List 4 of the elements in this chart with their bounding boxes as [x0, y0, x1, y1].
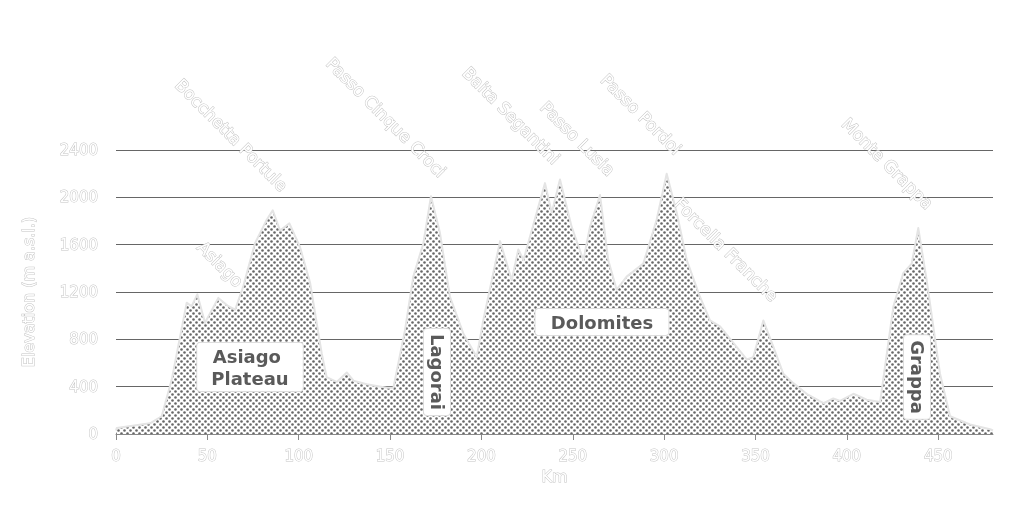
- annotation: Dolomites: [550, 311, 654, 333]
- annotation: Grappa: [906, 340, 928, 414]
- annotation: Lagorai: [426, 333, 448, 411]
- annotation: Asiago Plateau: [211, 345, 289, 389]
